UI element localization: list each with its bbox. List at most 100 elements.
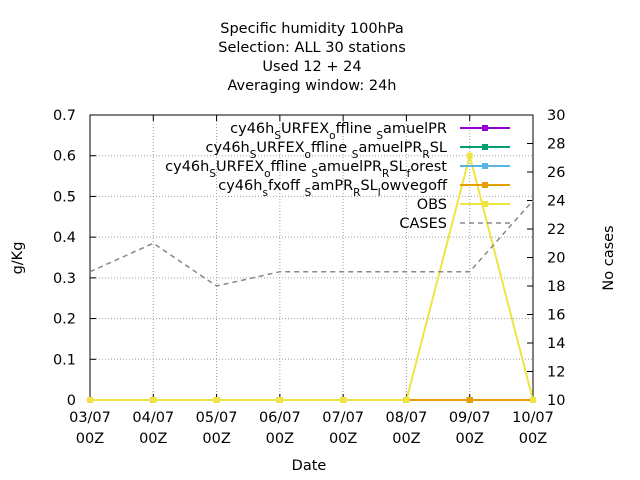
data-point	[150, 397, 157, 403]
x-tick-label: 08/07 00Z	[386, 410, 428, 447]
legend-marker	[482, 163, 488, 169]
title-line: Averaging window: 24h	[227, 78, 396, 94]
legend-label: cy46hsfxoff SamPRRSLlowvegoff	[218, 178, 448, 199]
legend-label-part: amuelPR	[383, 121, 447, 137]
legend-label: cy46hSURFEXoffline SamuelPR	[230, 121, 447, 142]
y2-tick-label: 16	[547, 308, 565, 324]
legend-label-part: S	[352, 149, 359, 161]
legend-label-part: ffline	[311, 140, 352, 156]
y2-axis-label: No cases	[601, 225, 617, 290]
x-tick-label: 04/07 00Z	[132, 410, 174, 447]
legend-label-part: cy46h	[230, 121, 274, 137]
x-tick-label-line: 00Z	[139, 431, 167, 447]
y2-tick-label: 18	[547, 279, 565, 295]
y2-tick-label: 12	[547, 365, 565, 381]
legend-label-part: SL	[430, 140, 447, 156]
legend-label: cy46hSURFEXoffline SamuelPRRSL	[206, 140, 447, 161]
legend-label-part: R	[353, 187, 360, 199]
legend-label-part: ffline	[336, 121, 377, 137]
legend-label-part: S	[311, 168, 318, 180]
x-tick-label-line: 00Z	[329, 431, 357, 447]
y2-tick-label: 28	[547, 137, 565, 153]
axis-ticks: 0 0.1 0.2 0.3 0.4 0.5 0.6 0.7 10 12 14 16 18 20 22 24 26…	[53, 108, 566, 447]
grid	[90, 115, 533, 400]
series-cases	[89, 200, 534, 287]
x-tick-label-line: 03/07	[69, 410, 111, 426]
x-tick-label: 05/07 00Z	[196, 410, 238, 447]
x-tick-label-line: 00Z	[519, 431, 547, 447]
y2-tick-label: 26	[547, 165, 565, 181]
legend-label-part: SL	[389, 159, 406, 175]
legend-label-part: CASES	[399, 216, 447, 232]
legend-marker	[482, 182, 488, 188]
x-tick-label-line: 06/07	[259, 410, 301, 426]
legend-label-part: cy46h	[218, 178, 262, 194]
x-tick-label: 06/07 00Z	[259, 410, 301, 447]
title-line: Used 12 + 24	[262, 59, 361, 75]
y-tick-label: 0.2	[53, 312, 76, 328]
x-tick-label-line: 00Z	[76, 431, 104, 447]
series-line	[90, 151, 534, 401]
x-tick-label: 10/07 00Z	[512, 410, 554, 447]
legend-label-part: R	[422, 149, 429, 161]
y2-tick-label: 10	[547, 393, 565, 409]
x-tick-label-line: 09/07	[449, 410, 491, 426]
legend-item: cy46hSURFEXoffline SamuelPR	[230, 121, 510, 142]
legend-item: CASES	[399, 216, 510, 232]
legend-label-part: amuelPR	[358, 140, 422, 156]
legend-label-part: ffline	[271, 159, 312, 175]
legend-label-part: l	[378, 187, 381, 199]
legend-item: cy46hSURFEXoffline SamuelPRRSLforest	[165, 159, 510, 180]
x-tick-label-line: 00Z	[202, 431, 230, 447]
legend-item: OBS	[417, 197, 510, 213]
data-point	[466, 397, 473, 403]
legend-label-part: fxoff	[268, 178, 305, 194]
legend-label: cy46hSURFEXoffline SamuelPRRSLforest	[165, 159, 447, 180]
x-tick-label: 07/07 00Z	[322, 410, 364, 447]
legend-label-part: s	[262, 187, 267, 199]
legend-marker	[482, 125, 488, 131]
y2-tick-label: 30	[547, 108, 565, 124]
legend-label-part: S	[250, 149, 257, 161]
data-point	[403, 397, 410, 403]
y-tick-label: 0.6	[53, 149, 76, 165]
legend-label-part: amPR	[311, 178, 353, 194]
y-tick-label: 0.4	[53, 230, 76, 246]
legend-label-part: f	[407, 168, 411, 180]
legend-label: OBS	[417, 197, 447, 213]
legend-label-part: R	[382, 168, 389, 180]
legend-label-part: URFEX	[216, 159, 264, 175]
y-tick-label: 0.3	[53, 271, 76, 287]
y2-tick-label: 20	[547, 251, 565, 267]
x-tick-label-line: 00Z	[266, 431, 294, 447]
chart-title: Specific humidity 100hPa Selection: ALL 3…	[218, 21, 406, 94]
legend-label-part: o	[305, 149, 311, 161]
legend-label: CASES	[399, 216, 447, 232]
x-tick-label-line: 00Z	[392, 431, 420, 447]
x-tick-label-line: 04/07	[132, 410, 174, 426]
legend-label-part: URFEX	[281, 121, 329, 137]
legend-marker	[482, 144, 488, 150]
data-point	[213, 397, 220, 403]
x-tick-label-line: 08/07	[386, 410, 428, 426]
data-point	[530, 397, 536, 403]
series-obs	[87, 151, 536, 403]
y-tick-label: 0.7	[53, 108, 76, 124]
legend: cy46hSURFEXoffline SamuelPRcy46hSURFEXof…	[165, 121, 510, 232]
data-point	[276, 397, 283, 403]
x-tick-label-line: 10/07	[512, 410, 554, 426]
legend-label-part: orest	[410, 159, 447, 175]
series-line	[89, 200, 534, 287]
legend-label-part: o	[264, 168, 270, 180]
data-point	[340, 397, 347, 403]
legend-label-part: S	[376, 130, 383, 142]
x-tick-label: 03/07 00Z	[69, 410, 111, 447]
legend-label-part: owvegoff	[381, 178, 448, 194]
x-tick-label: 09/07 00Z	[449, 410, 491, 447]
x-tick-label-line: 00Z	[456, 431, 484, 447]
legend-label-part: amuelPR	[318, 159, 382, 175]
title-line: Specific humidity 100hPa	[220, 21, 404, 37]
title-line: Selection: ALL 30 stations	[218, 40, 406, 56]
y-tick-label: 0	[67, 393, 76, 409]
